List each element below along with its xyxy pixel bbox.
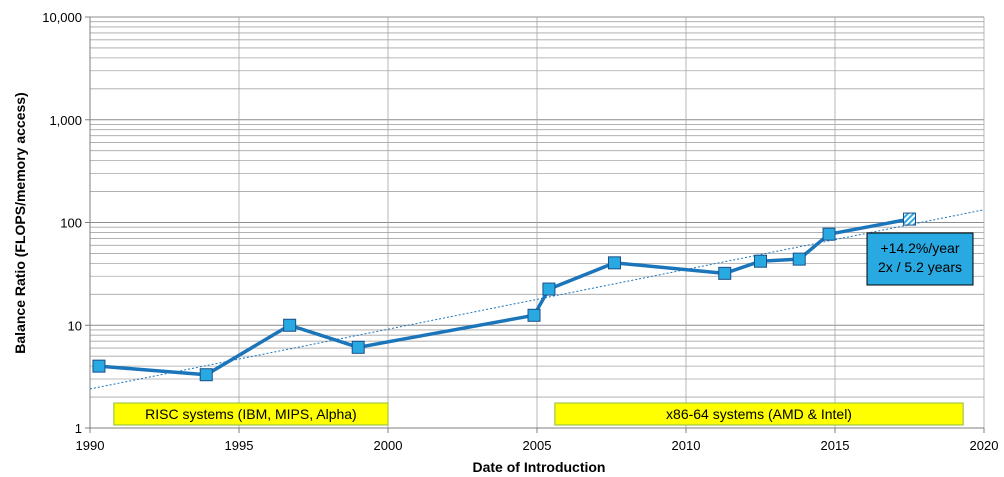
axes (85, 16, 985, 433)
trend-annotation-text: +14.2%/year (881, 240, 960, 256)
data-point (718, 266, 732, 280)
system-band-label: x86-64 systems (AMD & Intel) (666, 406, 852, 422)
data-point (754, 254, 767, 268)
y-tick-label: 100 (60, 216, 82, 231)
y-tick-label: 10 (68, 318, 82, 333)
x-tick-label: 2010 (672, 438, 701, 453)
data-point (903, 212, 916, 226)
x-tick-label: 1990 (76, 438, 105, 453)
tick-labels: 1990 1995 2000 2005 2010 2015 2020 1 10 100 1,000 1… (42, 10, 998, 453)
data-point (822, 227, 836, 241)
band-group: RISC systems (IBM, MIPS, Alpha) x86-64 sy… (113, 402, 964, 426)
data-point (527, 308, 541, 322)
y-tick-label: 1,000 (49, 113, 82, 128)
x-tick-label: 2005 (523, 438, 552, 453)
x-tick-label: 2000 (374, 438, 403, 453)
x-tick-label: 2015 (821, 438, 850, 453)
data-point (542, 282, 556, 296)
y-tick-label: 1 (75, 421, 82, 436)
system-band (554, 402, 964, 426)
data-point (92, 359, 106, 373)
trend-annotation-box (866, 232, 974, 286)
grid-lines (89, 16, 985, 429)
system-band (113, 402, 389, 426)
data-point (283, 318, 297, 332)
x-tick-label: 2020 (970, 438, 999, 453)
data-point (792, 252, 806, 266)
trend-annotation-text: 2x / 5.2 years (878, 259, 962, 275)
axis-titles: Date of Introduction Balance Ratio (FLOP… (12, 92, 606, 475)
data-point (351, 340, 365, 354)
series-group (92, 212, 916, 382)
annotation-group: +14.2%/year 2x / 5.2 years (866, 232, 974, 286)
y-tick-label: 10,000 (42, 10, 82, 25)
system-band-label: RISC systems (IBM, MIPS, Alpha) (145, 406, 357, 422)
x-tick-label: 1995 (225, 438, 254, 453)
series-line (98, 217, 910, 377)
y-axis-title: Balance Ratio (FLOPS/memory access) (12, 92, 28, 353)
data-point (607, 256, 621, 270)
x-axis-title: Date of Introduction (473, 459, 606, 475)
data-point (199, 368, 213, 382)
